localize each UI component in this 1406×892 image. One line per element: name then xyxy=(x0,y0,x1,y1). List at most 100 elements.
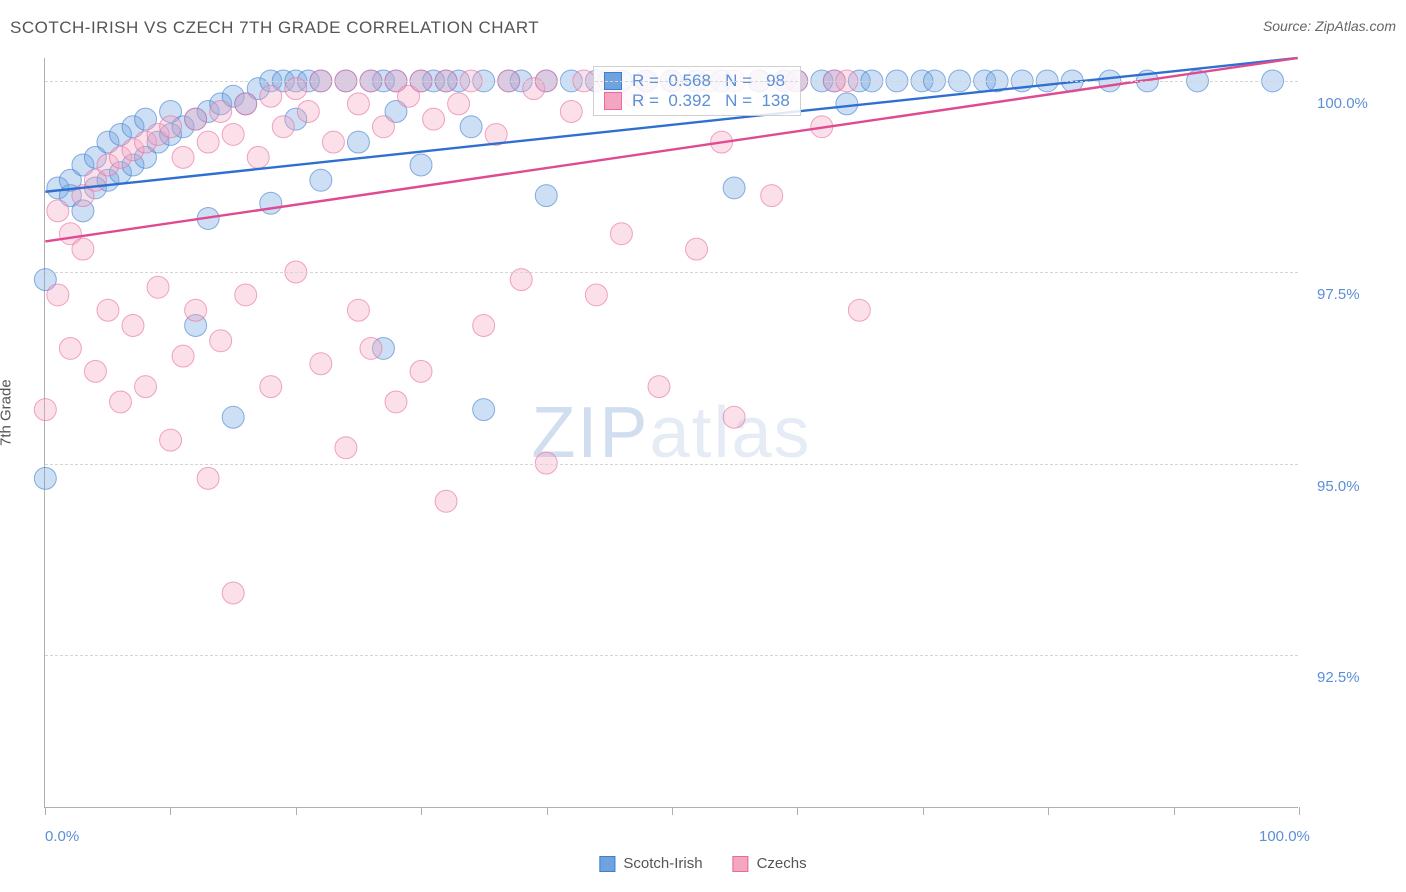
scatter-point xyxy=(435,490,457,512)
scatter-point xyxy=(310,353,332,375)
y-tick-label: 95.0% xyxy=(1317,478,1360,495)
scatter-point xyxy=(410,360,432,382)
y-tick-label: 97.5% xyxy=(1317,286,1360,303)
scatter-point xyxy=(385,391,407,413)
scatter-point xyxy=(473,399,495,421)
legend-item: Czechs xyxy=(733,855,807,872)
legend-swatch xyxy=(733,856,749,872)
scatter-point xyxy=(260,192,282,214)
scatter-point xyxy=(34,467,56,489)
x-tick xyxy=(45,807,46,815)
scatter-point xyxy=(448,93,470,115)
legend-swatch xyxy=(599,856,615,872)
scatter-point xyxy=(222,406,244,428)
scatter-point xyxy=(648,376,670,398)
gridline xyxy=(45,81,1298,82)
x-tick xyxy=(170,807,171,815)
scatter-point xyxy=(297,101,319,123)
scatter-point xyxy=(585,284,607,306)
legend-label: Scotch-Irish xyxy=(623,855,702,872)
scatter-point xyxy=(135,376,157,398)
scatter-point xyxy=(147,276,169,298)
x-tick xyxy=(421,807,422,815)
scatter-point xyxy=(97,299,119,321)
scatter-point xyxy=(172,345,194,367)
scatter-point xyxy=(210,101,232,123)
scatter-point xyxy=(686,238,708,260)
scatter-point xyxy=(47,284,69,306)
scatter-point xyxy=(222,123,244,145)
scatter-point xyxy=(222,582,244,604)
y-tick-label: 92.5% xyxy=(1317,669,1360,686)
scatter-point xyxy=(109,391,131,413)
scatter-point xyxy=(460,116,482,138)
scatter-point xyxy=(360,337,382,359)
gridline xyxy=(45,464,1298,465)
scatter-point xyxy=(473,315,495,337)
scatter-point xyxy=(172,146,194,168)
x-tick-label: 100.0% xyxy=(1259,828,1310,845)
regression-legend-text: R = 0.392 N = 138 xyxy=(632,91,790,111)
chart-header: SCOTCH-IRISH VS CZECH 7TH GRADE CORRELAT… xyxy=(10,18,1396,48)
regression-legend-row: R = 0.392 N = 138 xyxy=(604,91,790,111)
x-tick xyxy=(923,807,924,815)
scatter-point xyxy=(122,315,144,337)
x-tick xyxy=(1299,807,1300,815)
legend-bottom: Scotch-Irish Czechs xyxy=(599,855,806,872)
gridline xyxy=(45,655,1298,656)
scatter-point xyxy=(723,406,745,428)
scatter-point xyxy=(59,337,81,359)
scatter-point xyxy=(160,116,182,138)
scatter-point xyxy=(410,154,432,176)
legend-label: Czechs xyxy=(757,855,807,872)
scatter-point xyxy=(247,146,269,168)
scatter-point xyxy=(185,108,207,130)
scatter-point xyxy=(560,101,582,123)
scatter-point xyxy=(335,437,357,459)
scatter-point xyxy=(272,116,294,138)
scatter-point xyxy=(34,399,56,421)
chart-svg xyxy=(45,58,1298,807)
scatter-point xyxy=(347,93,369,115)
legend-swatch xyxy=(604,92,622,110)
scatter-point xyxy=(260,376,282,398)
scatter-point xyxy=(197,467,219,489)
x-tick xyxy=(547,807,548,815)
x-tick xyxy=(797,807,798,815)
scatter-point xyxy=(197,131,219,153)
scatter-point xyxy=(372,116,394,138)
scatter-plot-area: ZIPatlas R = 0.568 N = 98R = 0.392 N = 1… xyxy=(44,58,1298,808)
scatter-point xyxy=(836,93,858,115)
y-tick-label: 100.0% xyxy=(1317,95,1368,112)
scatter-point xyxy=(185,299,207,321)
scatter-point xyxy=(260,85,282,107)
scatter-point xyxy=(723,177,745,199)
x-tick xyxy=(672,807,673,815)
y-axis-title: 7th Grade xyxy=(0,379,15,446)
gridline xyxy=(45,272,1298,273)
scatter-point xyxy=(160,429,182,451)
x-tick xyxy=(1048,807,1049,815)
x-tick-label: 0.0% xyxy=(45,828,79,845)
x-tick xyxy=(1174,807,1175,815)
chart-title: SCOTCH-IRISH VS CZECH 7TH GRADE CORRELAT… xyxy=(10,18,539,37)
scatter-point xyxy=(72,238,94,260)
legend-item: Scotch-Irish xyxy=(599,855,702,872)
scatter-point xyxy=(535,185,557,207)
scatter-point xyxy=(47,200,69,222)
scatter-point xyxy=(423,108,445,130)
regression-legend: R = 0.568 N = 98R = 0.392 N = 138 xyxy=(593,66,801,116)
scatter-point xyxy=(235,284,257,306)
scatter-point xyxy=(347,299,369,321)
scatter-point xyxy=(235,93,257,115)
scatter-point xyxy=(210,330,232,352)
scatter-point xyxy=(761,185,783,207)
scatter-point xyxy=(322,131,344,153)
source-label: Source: ZipAtlas.com xyxy=(1263,18,1396,34)
scatter-point xyxy=(310,169,332,191)
scatter-point xyxy=(84,360,106,382)
x-tick xyxy=(296,807,297,815)
scatter-point xyxy=(610,223,632,245)
scatter-point xyxy=(347,131,369,153)
scatter-point xyxy=(848,299,870,321)
